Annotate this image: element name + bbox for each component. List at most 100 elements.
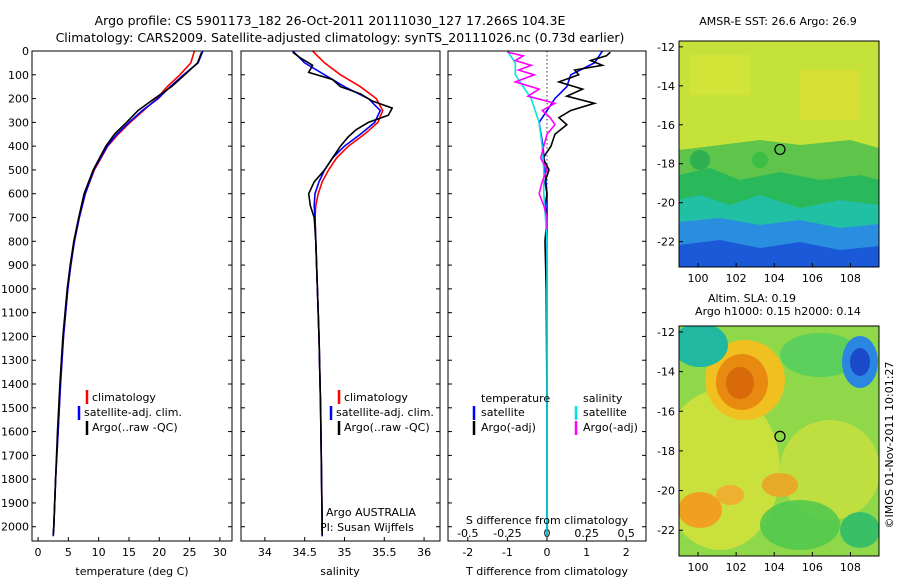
difference-series-s-argo-adj- <box>507 51 558 230</box>
s-diff-tick-label: 0.5 <box>617 527 635 540</box>
depth-tick-label: 1100 <box>1 307 29 320</box>
temperature-series-satellite-adj-clim <box>52 50 204 537</box>
depth-tick-label: 1000 <box>1 283 29 296</box>
pi-name-text: PI: Susan Wijffels <box>320 521 414 534</box>
sal-legend-climatology: climatology <box>344 391 408 404</box>
temperature-ticks: 0 5 10 15 20 25 300100200300400500600700800900… <box>1 45 232 559</box>
temp-legend-satellite: satellite-adj. clim. <box>84 406 182 419</box>
depth-tick-label: 1400 <box>1 378 29 391</box>
salinity-panel: 34 34.5 35 35.5 36 salinity climatology sate… <box>240 50 441 578</box>
difference-axes-frame <box>447 50 647 542</box>
sla-map-lat-tick-label: -20 <box>657 485 675 498</box>
sst-map-lat-tick-label: -12 <box>657 41 675 54</box>
depth-tick-label: 600 <box>8 188 29 201</box>
sla-map-title-1: Altim. SLA: 0.19 <box>708 292 796 305</box>
salinity-series-argo-raw-qc <box>292 51 394 536</box>
t-diff-tick-label: 2 <box>623 546 630 559</box>
temperature-xtick-label: 30 <box>213 546 227 559</box>
sst-map-panel: AMSR-E SST: 26.6 Argo: 26.9 100 102 104 106… <box>657 15 880 285</box>
s-diff-tick-label: -0.25 <box>493 527 521 540</box>
sla-map-lat-tick-label: -12 <box>657 326 675 339</box>
sal-legend-satellite: satellite-adj. clim. <box>336 406 434 419</box>
title-line-1: Argo profile: CS 5901173_182 26-Oct-2011… <box>95 13 566 28</box>
depth-tick-label: 1600 <box>1 426 29 439</box>
depth-tick-label: 0 <box>22 45 29 58</box>
sla-map-lat-tick-label: -22 <box>657 524 675 537</box>
diff-legend-s-argo: Argo(-adj) <box>583 421 638 434</box>
t-diff-tick-label: -2 <box>462 546 473 559</box>
float-owner-text: Argo AUSTRALIA <box>326 506 416 519</box>
t-diff-tick-label: -1 <box>502 546 513 559</box>
diff-legend-temperature-heading: temperature <box>481 392 550 405</box>
sst-map-lat-tick-label: -22 <box>657 236 675 249</box>
sst-argo-position-marker <box>774 143 786 156</box>
sla-heatmap <box>679 326 879 556</box>
salinity-xtick-label: 36 <box>417 546 431 559</box>
s-diff-tick-label: -0.5 <box>457 527 478 540</box>
difference-series-s-satellite <box>506 50 548 537</box>
diff-legend-salinity-heading: salinity <box>583 392 623 405</box>
temperature-xtick-label: 0 <box>35 546 42 559</box>
temperature-series <box>52 50 204 537</box>
sal-legend-argo: Argo(..raw -QC) <box>344 421 430 434</box>
diff-legend-s-satellite: satellite <box>583 406 627 419</box>
sla-map-lat-tick-label: -18 <box>657 445 675 458</box>
sst-map-lat-tick-label: -18 <box>657 158 675 171</box>
depth-tick-label: 400 <box>8 140 29 153</box>
sst-map-lon-tick-label: 102 <box>726 272 747 285</box>
depth-tick-label: 700 <box>8 212 29 225</box>
temp-legend-argo: Argo(..raw -QC) <box>92 421 178 434</box>
temperature-xtick-label: 15 <box>122 546 136 559</box>
salinity-ticks: 34 34.5 35 35.5 36 <box>241 50 440 559</box>
sst-map-lon-tick-label: 108 <box>840 272 861 285</box>
sst-map-frame <box>678 40 880 268</box>
t-diff-tick-label: 0 <box>544 546 551 559</box>
sla-map-lon-tick-label: 100 <box>688 561 709 574</box>
difference-series-t-satellite <box>538 50 604 537</box>
temperature-legend: climatology satellite-adj. clim. Argo(..… <box>77 390 182 435</box>
sla-map-lon-tick-label: 102 <box>726 561 747 574</box>
salinity-series <box>292 50 394 537</box>
depth-tick-label: 300 <box>8 116 29 129</box>
sla-map-lon-tick-label: 106 <box>802 561 823 574</box>
temperature-xlabel: temperature (deg C) <box>75 565 188 578</box>
sla-map-ticks: 100 102 104 106 108 -12 -14 -16 -18 -20 -22 <box>657 326 861 574</box>
sst-map-lat-tick-label: -16 <box>657 119 675 132</box>
temperature-xtick-label: 5 <box>65 546 72 559</box>
sst-map-title: AMSR-E SST: 26.6 Argo: 26.9 <box>699 15 857 28</box>
imos-credit: ©IMOS 01-Nov-2011 10:01:27 <box>883 362 896 529</box>
depth-tick-label: 1500 <box>1 402 29 415</box>
temperature-axes-frame <box>31 50 233 542</box>
s-diff-tick-label: 0.25 <box>574 527 599 540</box>
s-difference-label: S difference from climatology <box>466 514 629 527</box>
depth-tick-label: 200 <box>8 93 29 106</box>
depth-tick-label: 2000 <box>1 521 29 534</box>
salinity-xtick-label: 35.5 <box>372 546 397 559</box>
difference-series-t-argo-adj- <box>542 51 611 536</box>
sst-map-ticks: 100 102 104 106 108 -12 -14 -16 -18 -20 -22 <box>657 41 861 285</box>
salinity-xtick-label: 35 <box>337 546 351 559</box>
diff-legend-t-argo: Argo(-adj) <box>481 421 536 434</box>
sst-map-lon-tick-label: 106 <box>802 272 823 285</box>
sla-map-panel: Altim. SLA: 0.19 Argo h1000: 0.15 h2000:… <box>657 292 880 574</box>
temperature-xtick-label: 25 <box>183 546 197 559</box>
difference-series <box>506 50 611 537</box>
depth-tick-label: 800 <box>8 235 29 248</box>
title-line-2: Climatology: CARS2009. Satellite-adjuste… <box>56 30 625 45</box>
difference-legend: temperature satellite Argo(-adj) salinit… <box>472 392 638 435</box>
sst-map-lon-tick-label: 104 <box>764 272 785 285</box>
sla-map-frame <box>678 325 880 557</box>
t-diff-tick-label: 1 <box>583 546 590 559</box>
sla-map-title-2: Argo h1000: 0.15 h2000: 0.14 <box>695 305 861 318</box>
sla-map-lon-tick-label: 108 <box>840 561 861 574</box>
depth-tick-label: 900 <box>8 259 29 272</box>
sst-map-lon-tick-label: 100 <box>688 272 709 285</box>
temperature-xtick-label: 20 <box>152 546 166 559</box>
salinity-axes-frame <box>240 50 441 542</box>
difference-panel: -2 -1 0 1 2-0.5 -0.25 0 0.25 0.5 S difference fr… <box>447 50 647 578</box>
sst-map-lat-tick-label: -14 <box>657 80 675 93</box>
salinity-legend: climatology satellite-adj. clim. Argo(..… <box>329 390 434 435</box>
temperature-series-argo-raw-qc <box>52 51 203 536</box>
depth-tick-label: 1900 <box>1 497 29 510</box>
